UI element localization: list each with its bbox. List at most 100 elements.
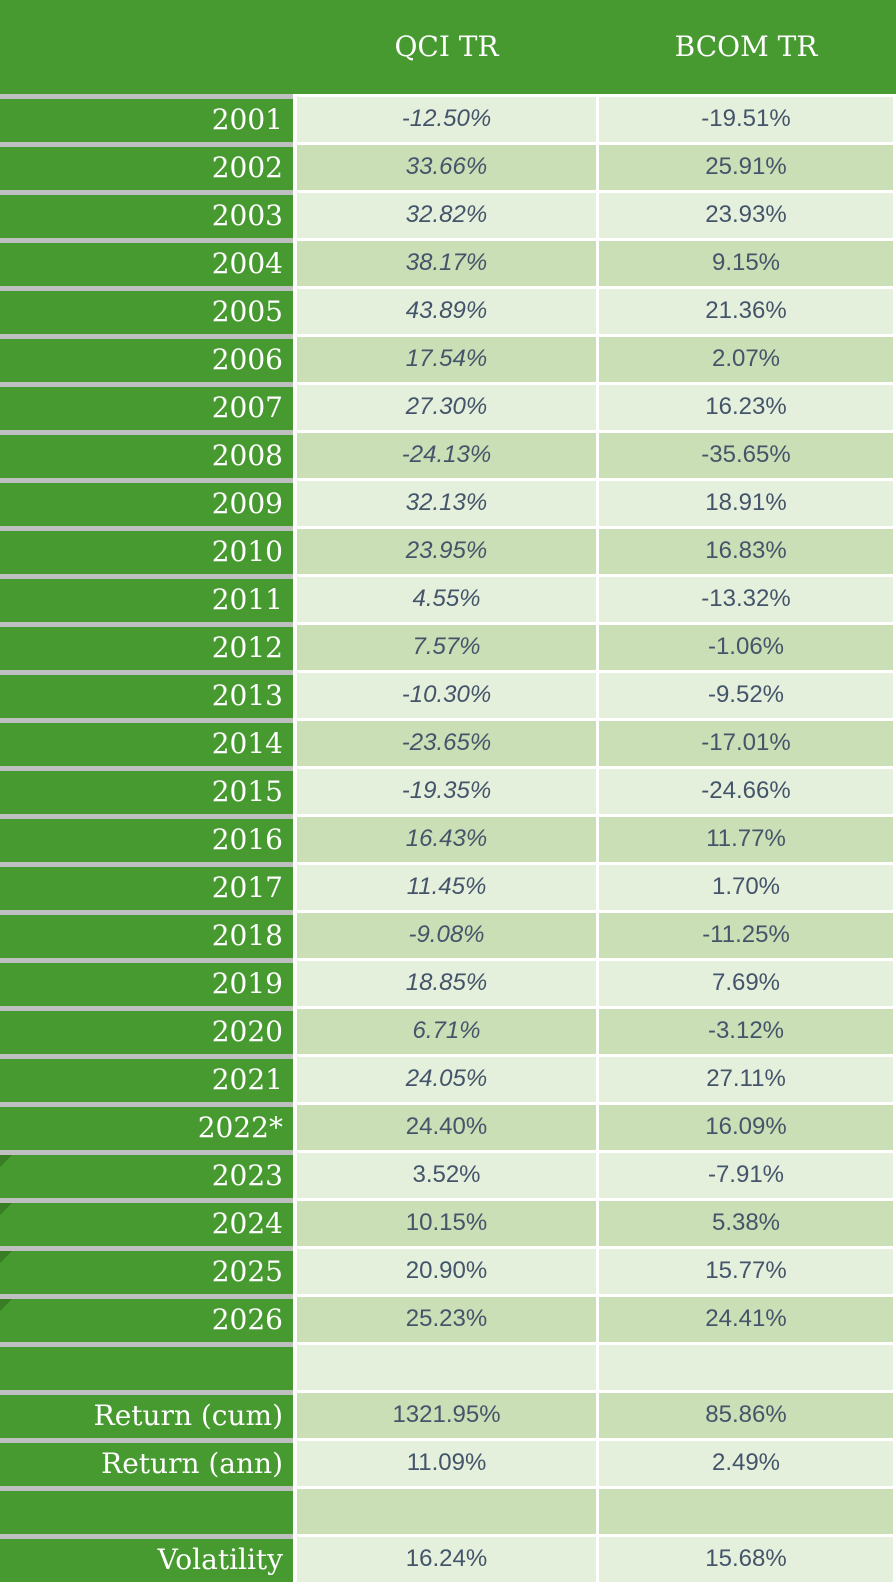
bcom-tr-value-cell: 18.91% xyxy=(599,478,893,526)
qci-tr-value-cell: 16.24% xyxy=(297,1534,596,1582)
column-header-qci-tr: QCI TR xyxy=(394,30,499,63)
table-row: 2008 -24.13% -35.65% xyxy=(0,430,896,478)
table-row: 2023 3.52% -7.91% xyxy=(0,1150,896,1198)
year-label-cell: 2023 xyxy=(0,1150,293,1198)
table-row: 2015 -19.35% -24.66% xyxy=(0,766,896,814)
bcom-tr-value-cell: 5.38% xyxy=(599,1198,893,1246)
qci-tr-value-cell: 10.15% xyxy=(297,1198,596,1246)
year-label-cell: 2011 xyxy=(0,574,293,622)
qci-tr-value-cell: 11.09% xyxy=(297,1438,596,1486)
year-label-cell: 2025 xyxy=(0,1246,293,1294)
year-label-cell xyxy=(0,1486,293,1534)
year-label-cell: 2020 xyxy=(0,1006,293,1054)
bcom-tr-value-cell: -24.66% xyxy=(599,766,893,814)
qci-tr-value-cell: -19.35% xyxy=(297,766,596,814)
year-label-cell: 2009 xyxy=(0,478,293,526)
table-body: 2001 -12.50% -19.51% 2002 33.66% 25.91% … xyxy=(0,94,896,1582)
year-label-cell: 2017 xyxy=(0,862,293,910)
qci-tr-value-cell: 11.45% xyxy=(297,862,596,910)
table-row: 2007 27.30% 16.23% xyxy=(0,382,896,430)
bcom-tr-value-cell: -17.01% xyxy=(599,718,893,766)
bcom-tr-value-cell: 2.49% xyxy=(599,1438,893,1486)
table-row xyxy=(0,1486,896,1534)
year-label-cell: 2024 xyxy=(0,1198,293,1246)
bcom-tr-value-cell: 15.77% xyxy=(599,1246,893,1294)
year-label-cell: Return (ann) xyxy=(0,1438,293,1486)
year-label-cell: 2002 xyxy=(0,142,293,190)
qci-tr-value-cell: -12.50% xyxy=(297,94,596,142)
bcom-tr-value-cell xyxy=(599,1486,893,1534)
table-row: 2021 24.05% 27.11% xyxy=(0,1054,896,1102)
qci-tr-value-cell: 32.13% xyxy=(297,478,596,526)
qci-tr-value-cell: 7.57% xyxy=(297,622,596,670)
year-label-cell xyxy=(0,1342,293,1390)
qci-tr-value-cell: 16.43% xyxy=(297,814,596,862)
bcom-tr-value-cell: 11.77% xyxy=(599,814,893,862)
qci-tr-value-cell: -9.08% xyxy=(297,910,596,958)
qci-tr-value-cell: -24.13% xyxy=(297,430,596,478)
table-row: 2001 -12.50% -19.51% xyxy=(0,94,896,142)
table-row: 2004 38.17% 9.15% xyxy=(0,238,896,286)
year-label-cell: 2001 xyxy=(0,94,293,142)
bcom-tr-value-cell xyxy=(599,1342,893,1390)
qci-tr-value-cell: -23.65% xyxy=(297,718,596,766)
year-label-cell: 2014 xyxy=(0,718,293,766)
bcom-tr-value-cell: -13.32% xyxy=(599,574,893,622)
bcom-tr-value-cell: 1.70% xyxy=(599,862,893,910)
table-row: 2010 23.95% 16.83% xyxy=(0,526,896,574)
bcom-tr-value-cell: -19.51% xyxy=(599,94,893,142)
bcom-tr-value-cell: -3.12% xyxy=(599,1006,893,1054)
qci-tr-value-cell: 20.90% xyxy=(297,1246,596,1294)
year-label-cell: 2022* xyxy=(0,1102,293,1150)
table-header-row: QCI TR BCOM TR xyxy=(0,0,896,94)
qci-tr-value-cell: 3.52% xyxy=(297,1150,596,1198)
table-row: 2018 -9.08% -11.25% xyxy=(0,910,896,958)
qci-tr-value-cell: 32.82% xyxy=(297,190,596,238)
qci-tr-value-cell: 1321.95% xyxy=(297,1390,596,1438)
table-row: 2002 33.66% 25.91% xyxy=(0,142,896,190)
bcom-tr-value-cell: -7.91% xyxy=(599,1150,893,1198)
bcom-tr-value-cell: 16.09% xyxy=(599,1102,893,1150)
qci-tr-value-cell: 33.66% xyxy=(297,142,596,190)
table-row: 2026 25.23% 24.41% xyxy=(0,1294,896,1342)
year-label-cell: 2008 xyxy=(0,430,293,478)
table-row xyxy=(0,1342,896,1390)
column-header-bcom-tr: BCOM TR xyxy=(674,30,818,63)
year-label-cell: 2010 xyxy=(0,526,293,574)
year-label-cell: 2016 xyxy=(0,814,293,862)
qci-tr-value-cell: 38.17% xyxy=(297,238,596,286)
table-row: 2006 17.54% 2.07% xyxy=(0,334,896,382)
bcom-tr-value-cell: 21.36% xyxy=(599,286,893,334)
year-label-cell: 2012 xyxy=(0,622,293,670)
qci-tr-value-cell: 4.55% xyxy=(297,574,596,622)
year-label-cell: 2005 xyxy=(0,286,293,334)
year-label-cell: 2015 xyxy=(0,766,293,814)
bcom-tr-value-cell: 16.83% xyxy=(599,526,893,574)
year-label-cell: Return (cum) xyxy=(0,1390,293,1438)
table-row: 2022* 24.40% 16.09% xyxy=(0,1102,896,1150)
year-label-cell: 2021 xyxy=(0,1054,293,1102)
qci-tr-value-cell: 43.89% xyxy=(297,286,596,334)
qci-tr-value-cell: 17.54% xyxy=(297,334,596,382)
table-row: Volatility 16.24% 15.68% xyxy=(0,1534,896,1582)
bcom-tr-value-cell: 16.23% xyxy=(599,382,893,430)
bcom-tr-value-cell: 15.68% xyxy=(599,1534,893,1582)
year-label-cell: 2003 xyxy=(0,190,293,238)
bcom-tr-value-cell: -11.25% xyxy=(599,910,893,958)
table-row: 2025 20.90% 15.77% xyxy=(0,1246,896,1294)
table-row: 2024 10.15% 5.38% xyxy=(0,1198,896,1246)
year-label-cell: 2007 xyxy=(0,382,293,430)
bcom-tr-value-cell: 85.86% xyxy=(599,1390,893,1438)
bcom-tr-value-cell: 9.15% xyxy=(599,238,893,286)
year-label-cell: 2013 xyxy=(0,670,293,718)
table-row: 2012 7.57% -1.06% xyxy=(0,622,896,670)
bcom-tr-value-cell: 23.93% xyxy=(599,190,893,238)
qci-tr-value-cell: -10.30% xyxy=(297,670,596,718)
year-label-cell: 2019 xyxy=(0,958,293,1006)
table-row: 2003 32.82% 23.93% xyxy=(0,190,896,238)
table-row: 2009 32.13% 18.91% xyxy=(0,478,896,526)
bcom-tr-value-cell: 25.91% xyxy=(599,142,893,190)
qci-tr-value-cell xyxy=(297,1342,596,1390)
qci-tr-value-cell: 27.30% xyxy=(297,382,596,430)
